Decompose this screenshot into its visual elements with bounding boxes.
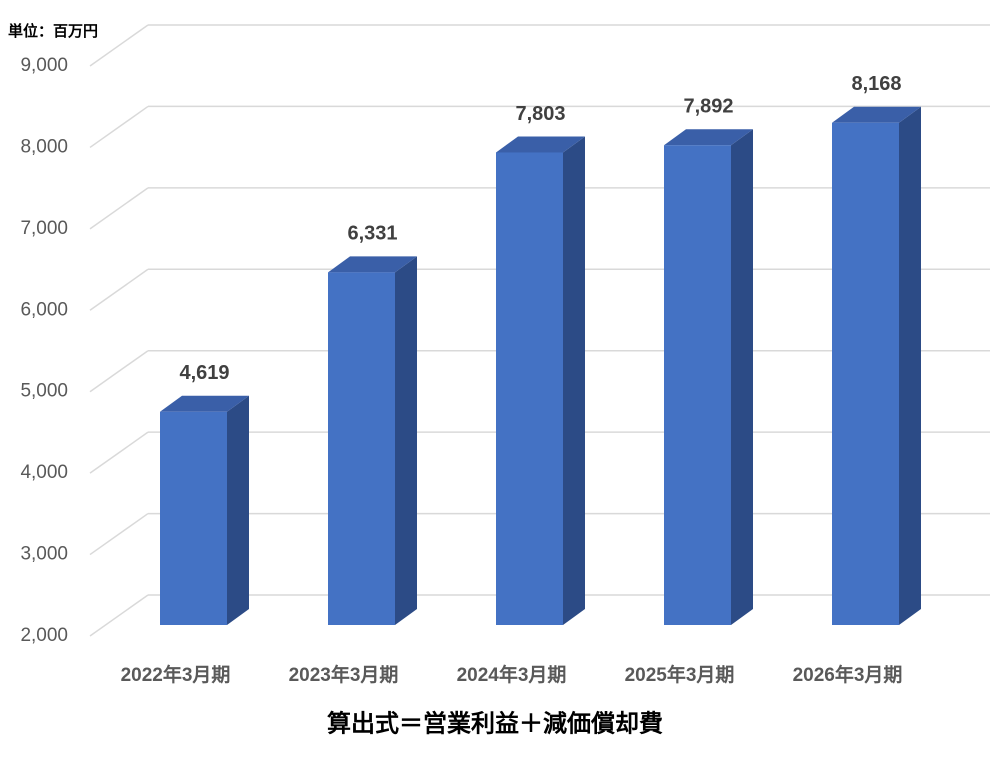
bar-side <box>731 129 753 626</box>
grid-side-line <box>89 512 149 556</box>
grid-side-line <box>89 268 149 311</box>
x-tick-label: 2026年3月期 <box>793 663 903 686</box>
bar <box>160 411 227 625</box>
grid-side-line <box>89 105 149 149</box>
y-tick-label: 5,000 <box>20 381 68 402</box>
bar-top <box>832 106 921 123</box>
bar-side <box>563 136 585 625</box>
unit-label: 単位：百万円 <box>8 22 98 40</box>
y-tick-label: 4,000 <box>20 462 68 483</box>
y-tick-label: 3,000 <box>20 544 68 565</box>
bar-top <box>160 395 249 412</box>
bar <box>496 152 563 625</box>
y-tick-label: 9,000 <box>20 55 68 76</box>
value-label: 6,331 <box>347 223 397 245</box>
x-tick-label: 2025年3月期 <box>625 663 735 686</box>
grid-side-line <box>89 594 149 637</box>
bar-top <box>496 136 585 153</box>
x-tick-label: 2024年3月期 <box>457 663 567 686</box>
value-label: 7,892 <box>683 96 733 118</box>
x-tick-label: 2023年3月期 <box>289 663 399 686</box>
bar-side <box>899 106 921 625</box>
y-tick-label: 6,000 <box>20 299 68 320</box>
bar-side <box>227 395 249 625</box>
grid-side-line <box>89 350 149 393</box>
value-label: 8,168 <box>851 73 901 95</box>
bar <box>328 272 395 625</box>
y-tick-label: 8,000 <box>20 136 68 157</box>
grid-side-line <box>89 24 149 67</box>
y-tick-label: 2,000 <box>20 625 68 646</box>
x-tick-label: 2022年3月期 <box>121 663 231 686</box>
value-label: 4,619 <box>179 362 229 384</box>
grid-side-line <box>89 187 149 230</box>
x-axis-title: 算出式＝営業利益＋減価償却費 <box>327 709 663 737</box>
y-tick-label: 7,000 <box>20 218 68 239</box>
bar-top <box>664 129 753 146</box>
bar-top <box>328 256 417 273</box>
bar <box>832 122 899 626</box>
bar <box>664 145 731 626</box>
value-label: 7,803 <box>515 103 565 125</box>
bar-side <box>395 256 417 625</box>
grid-side-line <box>89 431 149 474</box>
